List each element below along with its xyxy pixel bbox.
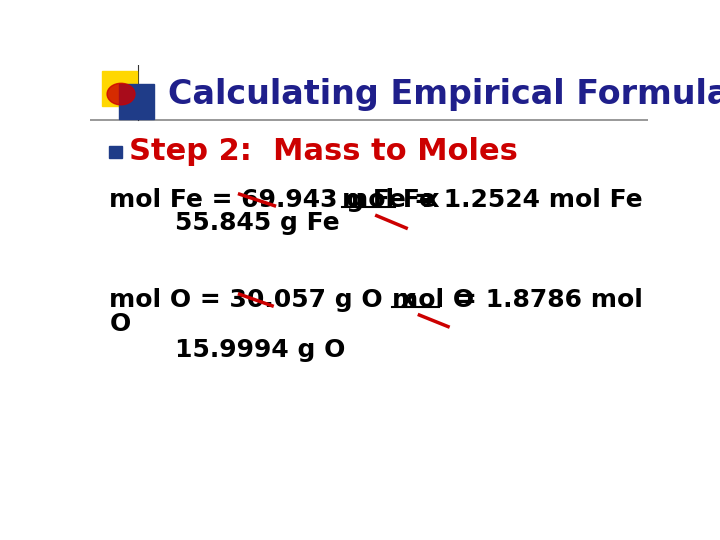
Text: Calculating Empirical Formulas: Calculating Empirical Formulas [168,78,720,111]
Text: mol Fe = 69.943 g Fe  x: mol Fe = 69.943 g Fe x [109,187,440,212]
Bar [109,146,122,158]
Ellipse shape [107,83,135,105]
Text: 55.845 g Fe: 55.845 g Fe [175,211,340,235]
Text: mol O: mol O [392,288,474,312]
Bar [120,84,154,119]
Text: Step 2:  Mass to Moles: Step 2: Mass to Moles [129,137,518,166]
Text: = 1.8786 mol: = 1.8786 mol [456,288,643,312]
Text: 15.9994 g O: 15.9994 g O [175,338,346,362]
Text: = 1.2524 mol Fe: = 1.2524 mol Fe [414,187,642,212]
Bar [102,71,137,106]
Text: mol O = 30.057 g O  x: mol O = 30.057 g O x [109,288,417,312]
Text: O: O [109,312,130,336]
Text: mol Fe: mol Fe [342,187,436,212]
